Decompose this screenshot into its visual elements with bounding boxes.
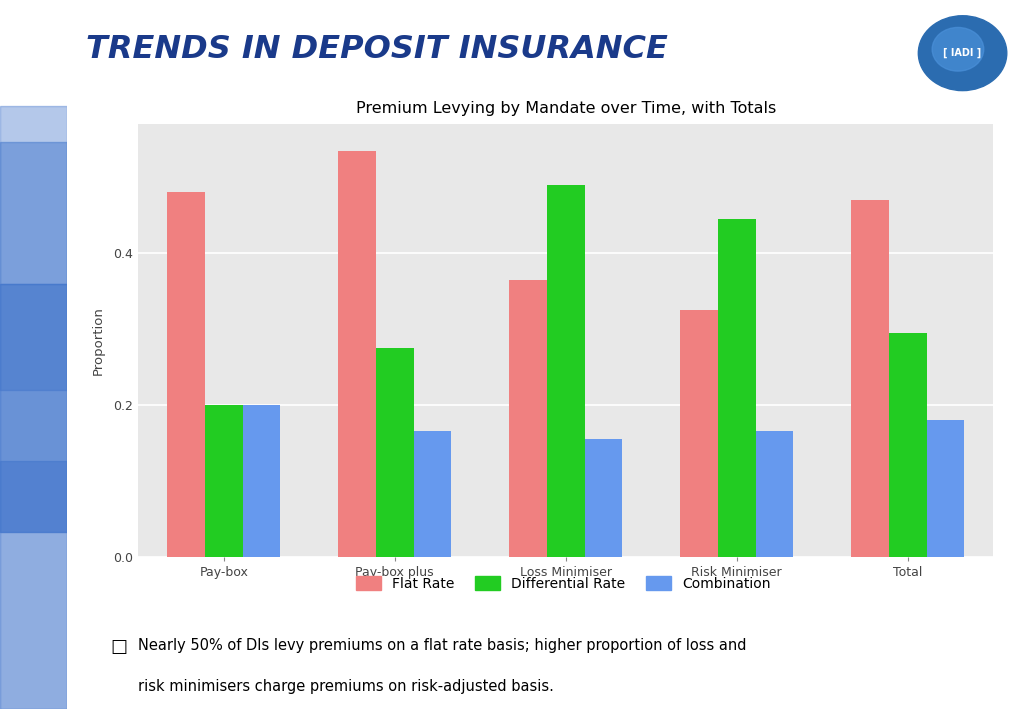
Text: [ IADI ]: [ IADI ]: [943, 48, 982, 58]
Bar: [205, 405, 243, 557]
Bar: [0, 284, 67, 532]
Y-axis label: Proportion: Proportion: [92, 306, 105, 375]
Bar: [167, 192, 205, 557]
Bar: [889, 333, 927, 557]
Bar: [376, 348, 414, 557]
Bar: [718, 219, 756, 557]
Bar: [927, 420, 965, 557]
Bar: [509, 279, 547, 557]
Legend: Flat Rate, Differential Rate, Combination: Flat Rate, Differential Rate, Combinatio…: [350, 570, 776, 596]
Bar: [547, 185, 585, 557]
Text: TRENDS IN DEPOSIT INSURANCE: TRENDS IN DEPOSIT INSURANCE: [86, 34, 668, 65]
Text: Nearly 50% of DIs levy premiums on a flat rate basis; higher proportion of loss : Nearly 50% of DIs levy premiums on a fla…: [138, 637, 746, 652]
Text: risk minimisers charge premiums on risk-adjusted basis.: risk minimisers charge premiums on risk-…: [138, 679, 554, 694]
Bar: [0, 106, 67, 284]
Bar: [680, 310, 718, 557]
Bar: [0, 461, 67, 709]
Title: Premium Levying by Mandate over Time, with Totals: Premium Levying by Mandate over Time, wi…: [355, 101, 776, 116]
Bar: [0, 142, 67, 390]
Bar: [243, 405, 281, 557]
Bar: [756, 431, 794, 557]
Bar: [414, 431, 452, 557]
Bar: [338, 150, 376, 557]
Circle shape: [932, 28, 984, 71]
Bar: [585, 439, 623, 557]
Bar: [851, 200, 889, 557]
Text: □: □: [111, 637, 128, 656]
Circle shape: [919, 16, 1007, 91]
